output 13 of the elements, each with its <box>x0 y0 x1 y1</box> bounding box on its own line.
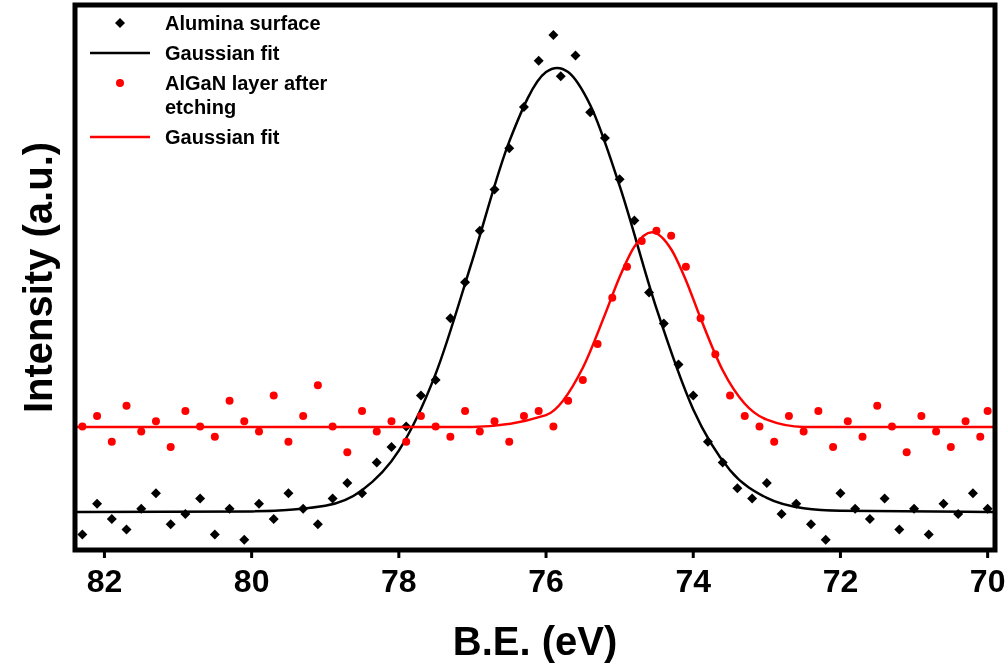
legend-label: AlGaN layer after etching <box>165 72 328 118</box>
x-tick-label: 76 <box>528 563 564 599</box>
legend-label: Alumina surface <box>165 12 321 34</box>
x-tick-label: 78 <box>381 563 417 599</box>
x-tick-label: 72 <box>822 563 859 599</box>
x-tick-label: 82 <box>86 563 123 599</box>
legend-label: Gaussian fit <box>165 126 280 148</box>
x-axis-title: B.E. (eV) <box>452 619 618 663</box>
x-tick-label: 70 <box>969 563 1006 599</box>
x-tick-label: 80 <box>233 563 270 599</box>
x-tick-label: 74 <box>675 563 712 599</box>
y-axis-title: Intensity (a.u.) <box>16 141 60 414</box>
legend-label: Gaussian fit <box>165 42 280 64</box>
